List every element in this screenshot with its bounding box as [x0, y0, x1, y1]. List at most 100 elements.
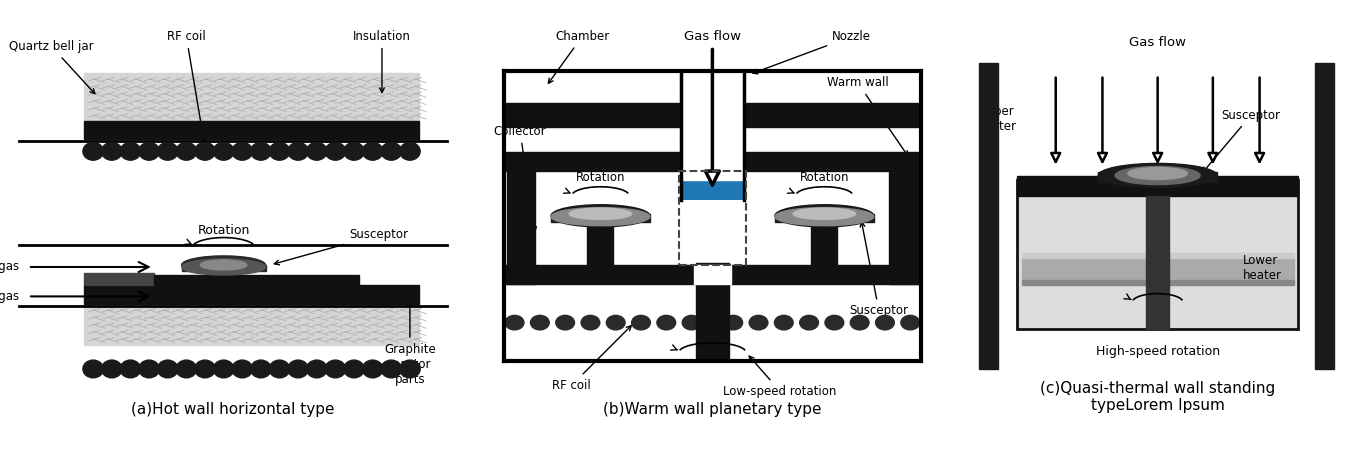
Circle shape [400, 360, 421, 378]
Bar [507, 171, 536, 284]
Circle shape [195, 142, 215, 160]
Text: Quartz bell jar: Quartz bell jar [10, 40, 95, 94]
Circle shape [158, 360, 178, 378]
Circle shape [288, 142, 308, 160]
Circle shape [101, 142, 122, 160]
Circle shape [381, 142, 401, 160]
Text: Chamber: Chamber [548, 30, 610, 83]
Circle shape [381, 360, 401, 378]
Circle shape [581, 316, 600, 330]
Circle shape [232, 360, 252, 378]
Bar [1018, 180, 1297, 329]
Bar [775, 214, 874, 222]
Bar [1145, 252, 1170, 286]
Circle shape [800, 316, 818, 330]
Circle shape [607, 316, 625, 330]
Ellipse shape [551, 205, 649, 227]
Ellipse shape [570, 208, 632, 219]
Circle shape [84, 142, 103, 160]
Circle shape [530, 316, 549, 330]
Bar [811, 220, 837, 265]
Circle shape [875, 316, 895, 330]
Circle shape [344, 142, 364, 160]
Bar [681, 63, 744, 180]
Ellipse shape [793, 208, 855, 219]
Text: Gas flow: Gas flow [1129, 37, 1186, 49]
Circle shape [825, 316, 844, 330]
Circle shape [270, 142, 289, 160]
Bar [1145, 196, 1170, 329]
Text: Warm wall: Warm wall [827, 76, 908, 156]
Text: (b)Warm wall planetary type: (b)Warm wall planetary type [603, 402, 822, 417]
Bar [84, 273, 153, 285]
Bar [588, 220, 614, 265]
Text: Process gas: Process gas [0, 261, 19, 273]
Bar [1018, 180, 1297, 329]
Bar [681, 152, 744, 171]
Bar [504, 71, 921, 361]
Text: High-speed rotation: High-speed rotation [1096, 345, 1219, 358]
Bar [980, 63, 999, 369]
Text: RF coil: RF coil [167, 30, 206, 143]
Text: Rotation: Rotation [575, 170, 625, 184]
Circle shape [177, 142, 196, 160]
Circle shape [723, 316, 743, 330]
Bar [504, 265, 921, 284]
Circle shape [121, 360, 141, 378]
Bar [681, 83, 744, 200]
Circle shape [774, 316, 793, 330]
Ellipse shape [551, 207, 649, 226]
Bar [696, 263, 729, 361]
Text: RF coil: RF coil [552, 326, 632, 392]
Circle shape [556, 316, 574, 330]
Text: (c)Quasi-thermal wall standing
typeLorem Ipsum: (c)Quasi-thermal wall standing typeLorem… [1040, 381, 1275, 413]
Circle shape [177, 360, 196, 378]
Circle shape [658, 316, 675, 330]
Circle shape [851, 316, 869, 330]
Bar [84, 73, 419, 121]
Bar [678, 171, 747, 265]
Circle shape [363, 142, 382, 160]
Text: Gas flow: Gas flow [684, 30, 741, 44]
Ellipse shape [775, 205, 874, 227]
Text: Rotation: Rotation [800, 170, 849, 184]
Bar [1099, 172, 1217, 182]
Bar [1022, 280, 1293, 285]
Ellipse shape [200, 260, 247, 270]
Text: Rotation: Rotation [197, 224, 249, 237]
Bar [504, 152, 921, 171]
Text: Lower
heater: Lower heater [1243, 254, 1281, 282]
Circle shape [749, 316, 767, 330]
Bar [551, 214, 649, 222]
Circle shape [84, 360, 103, 378]
Circle shape [682, 316, 701, 330]
Bar [182, 265, 266, 271]
Circle shape [101, 360, 122, 378]
Text: (a)Hot wall horizontal type: (a)Hot wall horizontal type [132, 402, 334, 417]
Circle shape [506, 316, 523, 330]
Circle shape [121, 142, 141, 160]
Text: Graphite
reactor
parts: Graphite reactor parts [384, 301, 436, 386]
Ellipse shape [1128, 168, 1188, 180]
Ellipse shape [182, 256, 266, 274]
Circle shape [138, 360, 159, 378]
Text: Insulation: Insulation [353, 30, 411, 93]
Text: Low-speed rotation: Low-speed rotation [723, 356, 837, 398]
Ellipse shape [182, 259, 266, 275]
Text: Upper
beater: Upper beater [978, 105, 1017, 133]
Text: Susceptor: Susceptor [849, 222, 908, 317]
Circle shape [901, 316, 919, 330]
Ellipse shape [775, 207, 874, 226]
Circle shape [138, 142, 159, 160]
Text: Susceptor: Susceptor [1203, 109, 1281, 172]
Bar [695, 265, 730, 284]
Circle shape [251, 142, 271, 160]
Bar [84, 305, 419, 345]
Bar [1022, 258, 1293, 280]
Circle shape [251, 360, 271, 378]
Circle shape [325, 142, 345, 160]
Circle shape [400, 142, 421, 160]
Bar [1018, 175, 1297, 196]
Circle shape [214, 142, 234, 160]
Ellipse shape [1099, 164, 1217, 188]
